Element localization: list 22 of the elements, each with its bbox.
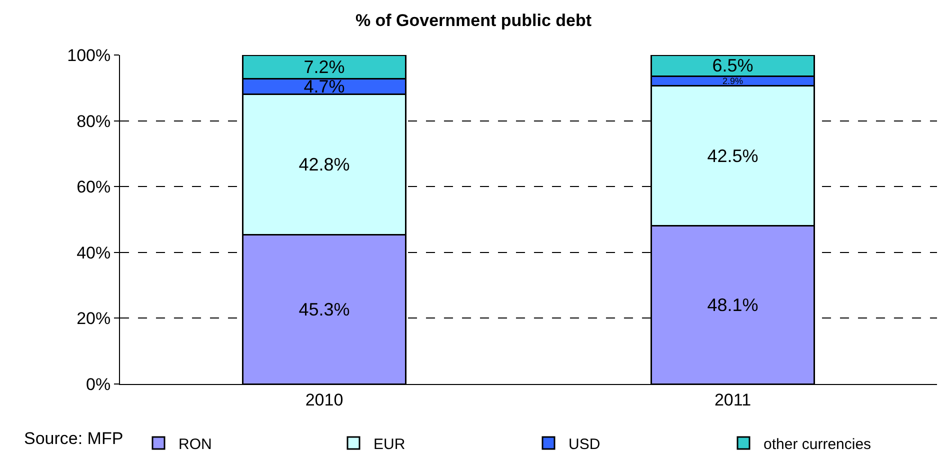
legend-label: USD: [568, 436, 600, 453]
source-note: Source: MFP: [24, 429, 124, 448]
y-tick-label: 60%: [76, 178, 111, 197]
y-tick-label: 0%: [86, 374, 111, 394]
legend-label: EUR: [374, 436, 406, 453]
y-tick-label: 100%: [67, 46, 111, 65]
data-label: 45.3%: [298, 299, 350, 320]
y-tick-label: 40%: [76, 243, 111, 262]
y-tick-label: 20%: [76, 309, 111, 328]
data-label: 6.5%: [712, 56, 754, 76]
x-tick-label: 2010: [305, 390, 344, 410]
data-label: 42.5%: [707, 146, 758, 166]
x-tick-label: 2011: [714, 390, 752, 410]
data-label: 2.9%: [722, 76, 744, 86]
legend-label: other currencies: [764, 436, 872, 453]
y-tick-label: 80%: [76, 112, 111, 131]
data-label: 42.8%: [298, 154, 350, 175]
data-label: 48.1%: [707, 294, 758, 315]
legend-label: RON: [178, 436, 212, 453]
chart-title: % of Government public debt: [355, 11, 592, 30]
data-label: 7.2%: [304, 56, 345, 77]
data-label: 4.7%: [304, 76, 345, 96]
